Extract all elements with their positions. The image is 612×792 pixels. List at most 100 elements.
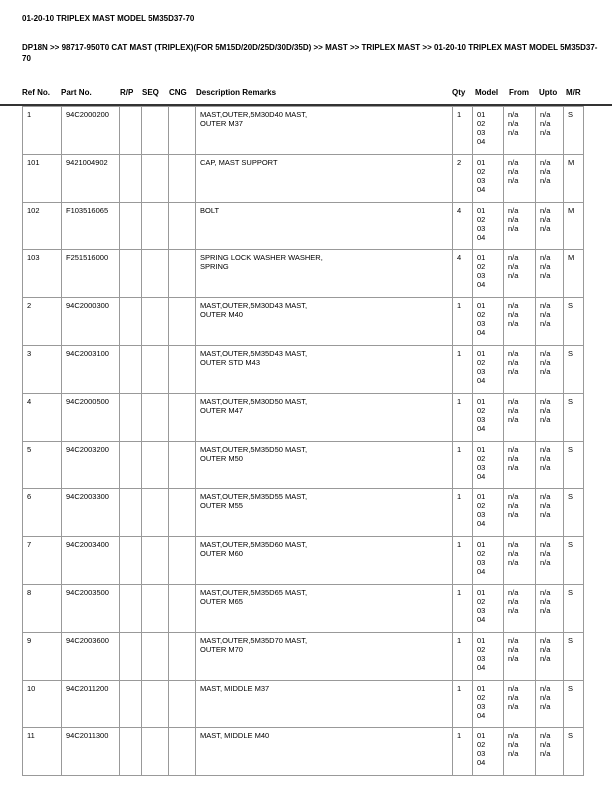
qty-cell: 1 [452, 392, 473, 442]
ref-cell: 5 [22, 440, 62, 490]
upto-cell: n/a n/a n/a [535, 440, 564, 490]
upto-cell: n/a n/a n/a [535, 631, 564, 681]
model-cell: 01 02 03 04 [472, 583, 504, 633]
upto-cell: n/a n/a n/a [535, 106, 564, 155]
description-cell: MAST,OUTER,5M35D60 MAST, OUTER M60 [195, 536, 453, 585]
table-row: 5 94C2003200 MAST,OUTER,5M35D50 MAST, OUTE… [22, 440, 584, 490]
from-cell: n/a n/a n/a [503, 631, 536, 681]
rp-cell [119, 106, 142, 155]
cng-cell [168, 583, 196, 633]
cng-cell [168, 440, 196, 490]
from-cell: n/a n/a n/a [503, 201, 536, 251]
upto-cell: n/a n/a n/a [535, 536, 564, 585]
mr-cell: M [563, 153, 584, 203]
qty-cell: 1 [452, 344, 473, 394]
model-cell: 01 02 03 04 [472, 344, 504, 394]
from-cell: n/a n/a n/a [503, 297, 536, 346]
rp-cell [119, 583, 142, 633]
header-upto: Upto [539, 88, 558, 97]
qty-cell: 4 [452, 249, 473, 299]
from-cell: n/a n/a n/a [503, 488, 536, 538]
table-row: 1 94C2000200 MAST,OUTER,5M30D40 MAST, OUTE… [22, 106, 584, 155]
from-cell: n/a n/a n/a [503, 440, 536, 490]
qty-cell: 4 [452, 201, 473, 251]
mr-cell: S [563, 631, 584, 681]
rp-cell [119, 201, 142, 251]
part-number-cell: 94C2000200 [61, 106, 120, 155]
from-cell: n/a n/a n/a [503, 727, 536, 777]
qty-cell: 1 [452, 440, 473, 490]
rp-cell [119, 440, 142, 490]
header-divider [0, 104, 612, 106]
description-cell: MAST, MIDDLE M37 [195, 679, 453, 729]
cng-cell [168, 679, 196, 729]
table-row: 103 F251516000 SPRING LOCK WASHER WASHER, … [22, 249, 584, 299]
header-cng: CNG [169, 88, 187, 97]
rp-cell [119, 297, 142, 346]
header-ref: Ref No. [22, 88, 50, 97]
ref-cell: 102 [22, 201, 62, 251]
rp-cell [119, 536, 142, 585]
upto-cell: n/a n/a n/a [535, 153, 564, 203]
upto-cell: n/a n/a n/a [535, 392, 564, 442]
model-cell: 01 02 03 04 [472, 440, 504, 490]
header-seq: SEQ [142, 88, 159, 97]
seq-cell [141, 727, 169, 777]
cng-cell [168, 392, 196, 442]
cng-cell [168, 727, 196, 777]
ref-cell: 2 [22, 297, 62, 346]
description-cell: MAST,OUTER,5M30D50 MAST, OUTER M47 [195, 392, 453, 442]
qty-cell: 2 [452, 153, 473, 203]
description-cell: MAST,OUTER,5M35D55 MAST, OUTER M55 [195, 488, 453, 538]
description-cell: MAST,OUTER,5M30D40 MAST, OUTER M37 [195, 106, 453, 155]
table-row: 101 9421004902 CAP, MAST SUPPORT 2 01 02 03 … [22, 153, 584, 203]
part-number-cell: 94C2000300 [61, 297, 120, 346]
seq-cell [141, 631, 169, 681]
upto-cell: n/a n/a n/a [535, 249, 564, 299]
breadcrumb: DP18N >> 98717-950T0 CAT MAST (TRIPLEX)(… [22, 43, 598, 63]
table-row: 11 94C2011300 MAST, MIDDLE M40 1 01 02 03 04… [22, 727, 584, 777]
seq-cell [141, 392, 169, 442]
table-row: 8 94C2003500 MAST,OUTER,5M35D65 MAST, OUTE… [22, 583, 584, 633]
mr-cell: S [563, 344, 584, 394]
model-cell: 01 02 03 04 [472, 201, 504, 251]
cng-cell [168, 249, 196, 299]
ref-cell: 9 [22, 631, 62, 681]
description-cell: MAST, MIDDLE M40 [195, 727, 453, 777]
ref-cell: 8 [22, 583, 62, 633]
part-number-cell: 94C2000500 [61, 392, 120, 442]
mr-cell: S [563, 536, 584, 585]
from-cell: n/a n/a n/a [503, 536, 536, 585]
header-qty: Qty [452, 88, 466, 97]
rp-cell [119, 392, 142, 442]
qty-cell: 1 [452, 679, 473, 729]
cng-cell [168, 488, 196, 538]
ref-cell: 11 [22, 727, 62, 777]
from-cell: n/a n/a n/a [503, 679, 536, 729]
header-desc: Description Remarks [196, 88, 277, 97]
qty-cell: 1 [452, 488, 473, 538]
model-cell: 01 02 03 04 [472, 249, 504, 299]
seq-cell [141, 297, 169, 346]
cng-cell [168, 344, 196, 394]
description-cell: MAST,OUTER,5M35D50 MAST, OUTER M50 [195, 440, 453, 490]
header-model: Model [475, 88, 499, 97]
rp-cell [119, 631, 142, 681]
rp-cell [119, 249, 142, 299]
model-cell: 01 02 03 04 [472, 631, 504, 681]
mr-cell: S [563, 297, 584, 346]
mr-cell: M [563, 201, 584, 251]
rp-cell [119, 727, 142, 777]
upto-cell: n/a n/a n/a [535, 727, 564, 777]
upto-cell: n/a n/a n/a [535, 201, 564, 251]
ref-cell: 1 [22, 106, 62, 155]
rp-cell [119, 488, 142, 538]
seq-cell [141, 201, 169, 251]
seq-cell [141, 440, 169, 490]
part-number-cell: 94C2003200 [61, 440, 120, 490]
upto-cell: n/a n/a n/a [535, 297, 564, 346]
description-cell: CAP, MAST SUPPORT [195, 153, 453, 203]
qty-cell: 1 [452, 536, 473, 585]
ref-cell: 103 [22, 249, 62, 299]
